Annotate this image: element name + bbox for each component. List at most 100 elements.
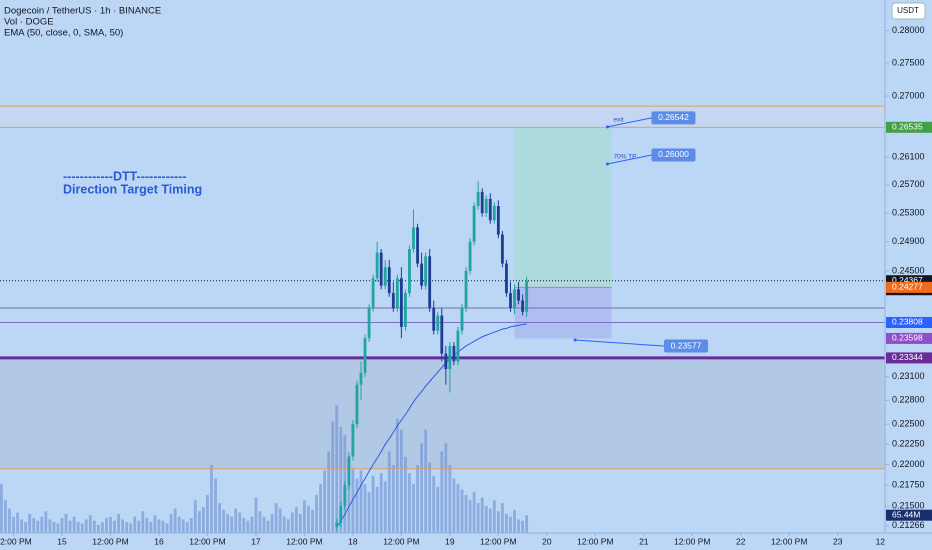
x-tick-label: 16	[154, 536, 164, 546]
x-tick-label: 17	[251, 536, 261, 546]
volume-bar	[331, 421, 335, 533]
annotation: Direction Target Timing	[63, 182, 202, 196]
volume-bar	[476, 503, 480, 533]
volume-bar	[399, 429, 403, 533]
volume-bar	[444, 443, 448, 533]
volume-bar	[432, 475, 436, 533]
volume-bar	[258, 511, 262, 533]
y-tick-label: 0.22500	[892, 419, 925, 429]
volume-bar	[404, 456, 407, 533]
volume-bar	[161, 520, 165, 533]
currency[interactable]: USDT	[897, 6, 919, 15]
candle-body	[363, 338, 367, 373]
note-text: exit	[613, 117, 623, 124]
volume-bar	[363, 484, 367, 533]
volume-bar	[391, 465, 395, 533]
price-badge	[886, 332, 932, 344]
x-tick-label: 22	[736, 536, 746, 546]
currency-button[interactable]	[891, 2, 926, 20]
candle-body	[464, 270, 468, 309]
volume-bar	[307, 505, 310, 533]
volume-bar	[460, 489, 464, 533]
zone	[0, 106, 885, 128]
volume-bar	[440, 451, 444, 533]
volume-bar	[4, 500, 7, 533]
candle-body	[371, 278, 375, 309]
volume-bar	[250, 516, 254, 533]
volume-bar	[282, 516, 286, 533]
volume-bar	[76, 522, 80, 533]
candle-body	[521, 300, 525, 312]
volume-bar	[480, 497, 484, 533]
volume-bar	[165, 523, 169, 533]
candle-body	[399, 278, 403, 327]
volume-bar	[513, 509, 516, 533]
volume-bar	[416, 465, 419, 533]
candle-body	[375, 252, 379, 279]
y-tick-label: 0.22800	[892, 395, 925, 405]
y-tick-label: 0.24900	[892, 236, 925, 246]
volume-bar	[44, 511, 48, 533]
volume-bar	[72, 516, 76, 533]
volume-bar	[339, 426, 343, 533]
volume-bar	[226, 513, 230, 533]
candle-body	[412, 227, 415, 250]
candle-body	[351, 424, 355, 457]
x-tick-label: 12:00 PM	[771, 536, 807, 546]
volume-bar	[500, 503, 504, 533]
y-tick-label: 0.22000	[892, 459, 925, 469]
price-badge-label: 0.26535	[892, 122, 923, 132]
y-tick-label: 0.23100	[892, 371, 925, 381]
candle-body	[436, 315, 440, 331]
volume-bar	[492, 500, 496, 533]
volume-bar	[8, 508, 11, 533]
volume-bar	[246, 520, 250, 533]
volume-bar	[177, 516, 181, 533]
price-badge-label: 0.24367	[892, 275, 923, 285]
volume-bar	[517, 519, 520, 533]
volume-bar	[472, 492, 476, 533]
y-tick-label: 0.27500	[892, 57, 925, 67]
volume-bar	[153, 515, 157, 533]
volume-bar	[105, 518, 108, 533]
candle-body	[440, 315, 444, 354]
volume-bar	[412, 484, 415, 533]
x-tick-label: 23	[833, 536, 843, 546]
volume-bar	[456, 484, 460, 533]
candle-body	[452, 345, 456, 362]
volume-bar	[88, 515, 92, 533]
y-tick-label: 0.27000	[892, 90, 925, 100]
volume-bar	[505, 513, 508, 533]
x-tick-label: 18	[348, 536, 358, 546]
volume-bar	[488, 508, 492, 533]
candle-body	[460, 308, 464, 331]
note-box	[651, 111, 696, 125]
chart-title: Dogecoin / TetherUS · 1h · BINANCE	[4, 6, 161, 17]
volume-bar	[169, 513, 173, 533]
volume-bar	[0, 484, 3, 533]
volume-bar	[60, 518, 64, 533]
volume-bar	[149, 522, 153, 533]
candle-body	[525, 280, 529, 312]
candle-body	[420, 263, 424, 286]
volume-bar	[274, 503, 278, 533]
volume-bar	[218, 503, 221, 533]
volume-bar	[371, 475, 375, 533]
volume-bar	[379, 473, 383, 533]
y-tick-label: 0.21500	[892, 500, 925, 510]
candle-body	[476, 191, 480, 206]
price-badge	[886, 352, 932, 364]
price-badge-label: 0.24277	[892, 282, 923, 292]
x-tick-label: 21	[639, 536, 649, 546]
volume-bar	[96, 524, 100, 533]
candle-body	[428, 256, 432, 309]
candle-body	[355, 384, 359, 425]
volume-bar	[408, 473, 411, 533]
x-tick-label: 15	[57, 536, 67, 546]
volume-bar	[424, 429, 428, 533]
note-line	[575, 339, 665, 347]
volume-bar	[355, 478, 359, 533]
note-value: 0.26542	[658, 112, 689, 122]
candle-body	[359, 372, 363, 385]
